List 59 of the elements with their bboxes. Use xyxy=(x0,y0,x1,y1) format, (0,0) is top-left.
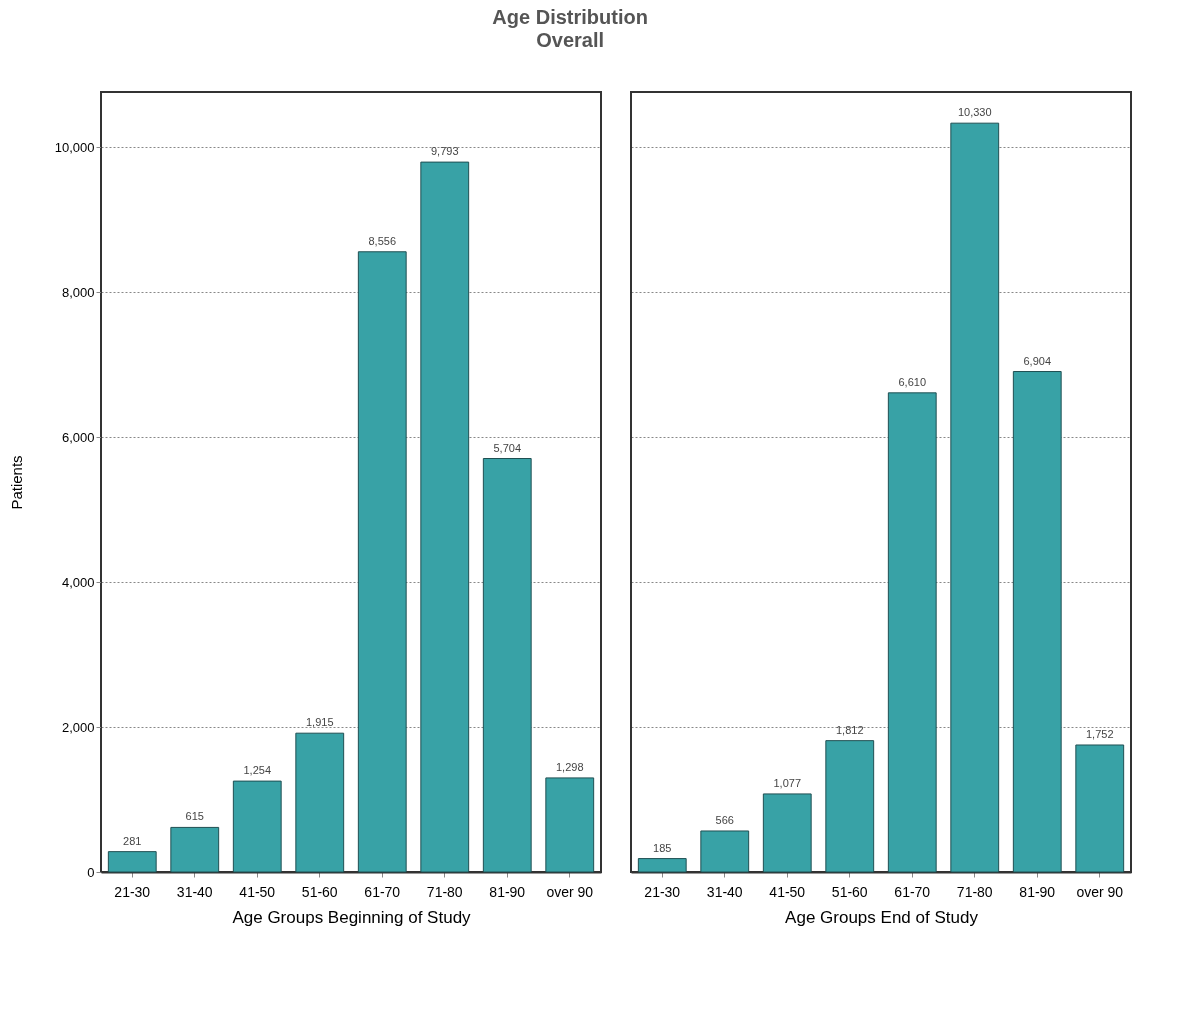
x-tick-label: 41-50 xyxy=(769,883,806,900)
bar xyxy=(762,793,812,873)
x-tick-label: 71-80 xyxy=(956,883,993,900)
x-axis-title: Age Groups End of Study xyxy=(785,907,979,927)
bar xyxy=(887,392,937,873)
x-tick-label: 21-30 xyxy=(644,883,681,900)
data-label: 9,793 xyxy=(430,145,459,158)
x-tick-label: 71-80 xyxy=(426,883,463,900)
bar xyxy=(950,122,1000,873)
y-tick-label: 2,000 xyxy=(61,719,95,735)
data-label: 1,752 xyxy=(1085,728,1114,740)
data-label: 6,610 xyxy=(898,375,927,388)
bar xyxy=(1012,371,1062,873)
bar xyxy=(107,851,157,873)
x-tick-label: 81-90 xyxy=(1019,883,1056,900)
chart-subtitle: Overall xyxy=(536,29,605,51)
x-tick-label: 31-40 xyxy=(706,883,743,900)
bar xyxy=(482,458,532,873)
bar xyxy=(825,740,875,873)
bar xyxy=(295,732,345,873)
bar xyxy=(637,858,687,873)
bar xyxy=(357,251,407,873)
data-label: 6,904 xyxy=(1023,354,1052,367)
data-label: 615 xyxy=(185,810,204,823)
bar xyxy=(170,826,220,873)
x-tick-label: over 90 xyxy=(1076,883,1124,900)
bar xyxy=(545,777,595,873)
data-label: 1,077 xyxy=(773,776,802,789)
data-label: 10,330 xyxy=(957,106,992,119)
x-tick-label: 51-60 xyxy=(831,883,868,900)
data-label: 1,812 xyxy=(835,723,864,736)
x-tick-label: 51-60 xyxy=(301,883,338,900)
x-tick-label: 61-70 xyxy=(364,883,401,900)
bar xyxy=(420,161,470,873)
data-label: 281 xyxy=(123,834,142,847)
bar xyxy=(700,830,750,873)
x-tick-label: 21-30 xyxy=(114,883,151,900)
bar xyxy=(232,780,282,873)
data-label: 8,556 xyxy=(368,234,397,247)
x-tick-label: 31-40 xyxy=(176,883,213,900)
y-tick-label: 10,000 xyxy=(54,139,95,155)
y-tick-label: 8,000 xyxy=(61,284,95,300)
chart-title: Age Distribution xyxy=(492,6,648,28)
bar xyxy=(1075,744,1125,873)
data-label: 1,254 xyxy=(243,764,272,777)
y-axis-title: Patients xyxy=(7,455,25,510)
x-tick-label: 41-50 xyxy=(239,883,276,900)
y-tick-label: 6,000 xyxy=(61,429,95,445)
data-label: 5,704 xyxy=(493,441,522,454)
data-label: 566 xyxy=(715,813,734,826)
x-tick-label: 81-90 xyxy=(489,883,526,900)
y-tick-label: 4,000 xyxy=(61,574,95,590)
data-label: 185 xyxy=(653,841,672,854)
data-label: 1,915 xyxy=(305,716,334,729)
x-axis-title: Age Groups Beginning of Study xyxy=(232,907,472,927)
x-tick-label: 61-70 xyxy=(894,883,931,900)
x-tick-label: over 90 xyxy=(546,883,594,900)
y-tick-label: 0 xyxy=(87,864,95,880)
data-label: 1,298 xyxy=(555,760,584,773)
